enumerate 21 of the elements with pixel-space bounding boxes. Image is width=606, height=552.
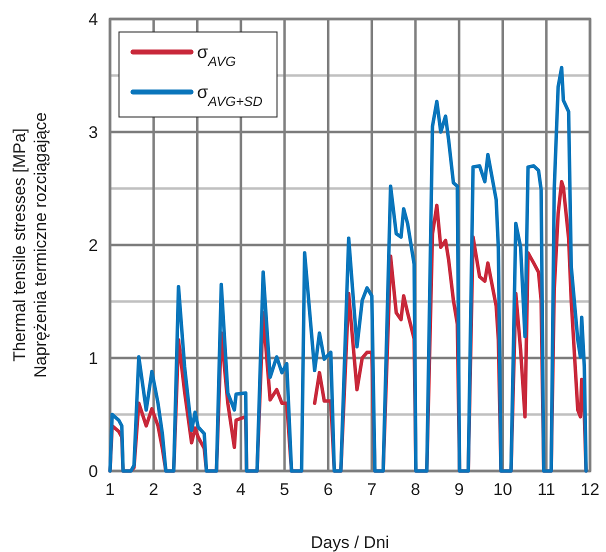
- x-tick-label: 3: [192, 480, 202, 499]
- legend-label: σ$_{AVG+SD}$: [197, 82, 263, 108]
- y-axis-title: Thermal tensile stresses [MPa] Naprężenia termiczne rozciągające: [10, 112, 50, 378]
- y-tick-label: 3: [88, 123, 98, 142]
- y-tick-label: 0: [88, 462, 98, 481]
- x-tick-label: 10: [493, 480, 512, 499]
- legend-label: σ$_{AVG}$: [197, 42, 236, 68]
- x-tick-label: 1: [105, 480, 115, 499]
- y-tick-label: 1: [88, 349, 98, 368]
- x-axis-title: Days / Dni: [310, 533, 390, 552]
- x-tick-label: 5: [280, 480, 290, 499]
- x-tick-label: 2: [148, 480, 158, 499]
- x-tick-label: 6: [323, 480, 333, 499]
- y-tick-label: 4: [88, 10, 98, 29]
- x-tick-label: 8: [410, 480, 420, 499]
- x-tick-label: 4: [236, 480, 246, 499]
- x-tick-label: 11: [538, 480, 556, 499]
- x-tick-label: 7: [367, 480, 377, 499]
- x-tick-label: 12: [580, 480, 600, 499]
- x-tick-label: 9: [454, 480, 464, 499]
- y-tick-label: 2: [88, 236, 98, 255]
